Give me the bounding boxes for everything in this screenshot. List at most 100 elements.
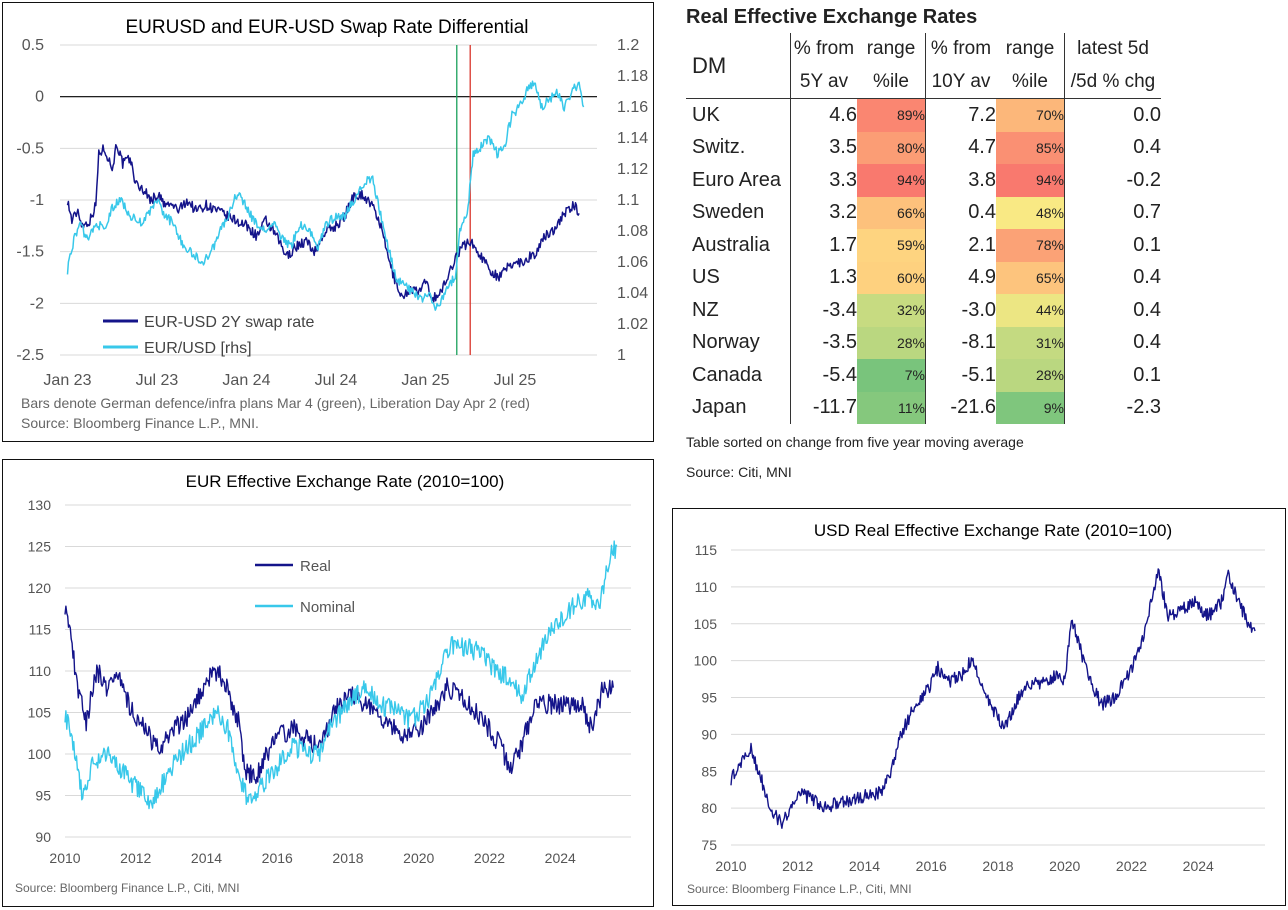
chart-legend: Real Nominal bbox=[255, 558, 355, 616]
range-10y-cell: 28% bbox=[996, 359, 1065, 392]
range-10y-cell: 65% bbox=[996, 261, 1065, 294]
country-cell: Switz. bbox=[692, 136, 746, 159]
y2-tick-label: 1.02 bbox=[617, 316, 648, 333]
range-10y-cell: 48% bbox=[996, 196, 1065, 229]
pct-5y-cell: 3.3 bbox=[790, 164, 857, 197]
eur-eer-panel: EUR Effective Exchange Rate (2010=100) 1… bbox=[2, 459, 654, 907]
pct-5y-cell: 4.6 bbox=[790, 98, 857, 132]
chart-source: Source: Bloomberg Finance L.P., Citi, MN… bbox=[15, 881, 240, 895]
header-10y-a: % from bbox=[925, 33, 996, 66]
x-tick-label: 2012 bbox=[120, 850, 151, 866]
pct-5y-cell: -5.4 bbox=[790, 359, 857, 392]
pct-5y-cell: -11.7 bbox=[790, 391, 857, 424]
chart-title: USD Real Effective Exchange Rate (2010=1… bbox=[814, 521, 1172, 540]
chg-cell: 0.4 bbox=[1064, 294, 1161, 327]
table-row: Canada -5.4 7% -5.1 28% 0.1 bbox=[686, 359, 1161, 392]
y2-tick-label: 1.04 bbox=[617, 285, 648, 302]
series-line-usd-reer bbox=[730, 568, 1256, 829]
chg-cell: 0.4 bbox=[1064, 326, 1161, 359]
y2-tick-label: 1.18 bbox=[617, 68, 648, 85]
country-cell: Norway bbox=[692, 331, 760, 354]
range-10y-cell: 44% bbox=[996, 294, 1065, 327]
x-tick-label: 2022 bbox=[474, 850, 505, 866]
y2-tick-label: 1.14 bbox=[617, 130, 648, 147]
y-tick-label: 95 bbox=[35, 788, 51, 804]
table-row: Switz. 3.5 80% 4.7 85% 0.4 bbox=[686, 131, 1161, 164]
y-tick-label: 90 bbox=[701, 726, 717, 742]
header-10y-b: 10Y av bbox=[925, 65, 996, 99]
y2-tick-label: 1.2 bbox=[617, 37, 639, 54]
header-dm: DM bbox=[692, 52, 727, 78]
range-5y-cell: 89% bbox=[857, 98, 926, 132]
eur-eer-chart: EUR Effective Exchange Rate (2010=100) 1… bbox=[15, 472, 631, 895]
header-chg-b: /5d % chg bbox=[1064, 65, 1161, 99]
country-cell: UK bbox=[692, 103, 720, 126]
x-tick-label: Jul 23 bbox=[136, 372, 179, 389]
x-tick-label: 2022 bbox=[1116, 858, 1147, 874]
chart-note: Bars denote German defence/infra plans M… bbox=[21, 395, 530, 411]
x-tick-label: 2020 bbox=[1049, 858, 1080, 874]
chg-cell: 0.4 bbox=[1064, 261, 1161, 294]
legend-nominal-label: Nominal bbox=[300, 599, 355, 616]
x-tick-label: Jul 24 bbox=[315, 372, 358, 389]
pct-10y-cell: 4.7 bbox=[925, 131, 996, 164]
legend-real-label: Real bbox=[300, 558, 331, 575]
table-row: NZ -3.4 32% -3.0 44% 0.4 bbox=[686, 294, 1161, 327]
chart-source: Source: Bloomberg Finance L.P., MNI. bbox=[21, 415, 259, 431]
x-tick-label: 2014 bbox=[191, 850, 222, 866]
pct-10y-cell: 4.9 bbox=[925, 261, 996, 294]
usd-reer-chart: USD Real Effective Exchange Rate (2010=1… bbox=[687, 521, 1265, 896]
header-range1-a: range bbox=[866, 38, 916, 60]
x-tick-label: 2014 bbox=[849, 858, 880, 874]
chart-legend: EUR-USD 2Y swap rate EUR/USD [rhs] bbox=[103, 314, 315, 357]
y-tick-label: 0.5 bbox=[22, 37, 44, 54]
y-tick-label: 130 bbox=[28, 497, 52, 513]
pct-5y-cell: -3.4 bbox=[790, 294, 857, 327]
range-10y-cell: 94% bbox=[996, 164, 1065, 197]
y2-tick-label: 1.08 bbox=[617, 223, 648, 240]
range-5y-cell: 7% bbox=[857, 359, 926, 392]
y-tick-label: -2 bbox=[30, 295, 44, 312]
chg-cell: 0.7 bbox=[1064, 196, 1161, 229]
y-tick-label: 115 bbox=[29, 622, 52, 638]
y-tick-label: 100 bbox=[694, 653, 718, 669]
table-note: Table sorted on change from five year mo… bbox=[686, 434, 1024, 450]
pct-10y-cell: -3.0 bbox=[925, 294, 996, 327]
chg-cell: 0.1 bbox=[1064, 359, 1161, 392]
country-cell: Euro Area bbox=[692, 168, 781, 191]
table-row: Australia 1.7 59% 2.1 78% 0.1 bbox=[686, 229, 1161, 262]
y-tick-label: 90 bbox=[35, 829, 51, 845]
country-cell: NZ bbox=[692, 298, 719, 321]
table-source: Source: Citi, MNI bbox=[686, 464, 792, 480]
y-tick-label: -1.5 bbox=[16, 244, 44, 261]
table-row: Japan -11.7 11% -21.6 9% -2.3 bbox=[686, 391, 1161, 424]
pct-5y-cell: 1.3 bbox=[790, 261, 857, 294]
x-tick-label: Jul 25 bbox=[494, 372, 537, 389]
range-5y-cell: 28% bbox=[857, 326, 926, 359]
x-tick-label: 2012 bbox=[782, 858, 813, 874]
x-tick-label: 2018 bbox=[332, 850, 363, 866]
range-10y-cell: 85% bbox=[996, 131, 1065, 164]
x-tick-label: Jan 25 bbox=[401, 372, 449, 389]
y-tick-label: 110 bbox=[29, 663, 52, 679]
pct-10y-cell: -5.1 bbox=[925, 359, 996, 392]
pct-5y-cell: -3.5 bbox=[790, 326, 857, 359]
y2-tick-label: 1.06 bbox=[617, 254, 648, 271]
chg-cell: 0.4 bbox=[1064, 131, 1161, 164]
x-tick-label: 2018 bbox=[982, 858, 1013, 874]
usd-reer-panel: USD Real Effective Exchange Rate (2010=1… bbox=[672, 508, 1286, 906]
reer-table-block: Real Effective Exchange Rates DM % from … bbox=[686, 6, 1166, 480]
y-tick-label: 80 bbox=[701, 800, 717, 816]
y-tick-label: -0.5 bbox=[16, 140, 44, 157]
series-line-eur-usd-rhs- bbox=[66, 80, 585, 311]
x-tick-label: Jan 24 bbox=[222, 372, 270, 389]
reer-table: DM % from range % from range latest 5d 5… bbox=[686, 33, 1161, 424]
y-tick-label: 110 bbox=[695, 579, 718, 595]
x-tick-label: 2024 bbox=[545, 850, 576, 866]
swap-differential-panel: EURUSD and EUR-USD Swap Rate Differentia… bbox=[2, 2, 654, 442]
table-row: Norway -3.5 28% -8.1 31% 0.4 bbox=[686, 326, 1161, 359]
y-tick-label: 120 bbox=[28, 580, 52, 596]
y2-tick-label: 1.16 bbox=[617, 99, 648, 116]
country-cell: Australia bbox=[692, 233, 770, 256]
range-5y-cell: 94% bbox=[857, 164, 926, 197]
